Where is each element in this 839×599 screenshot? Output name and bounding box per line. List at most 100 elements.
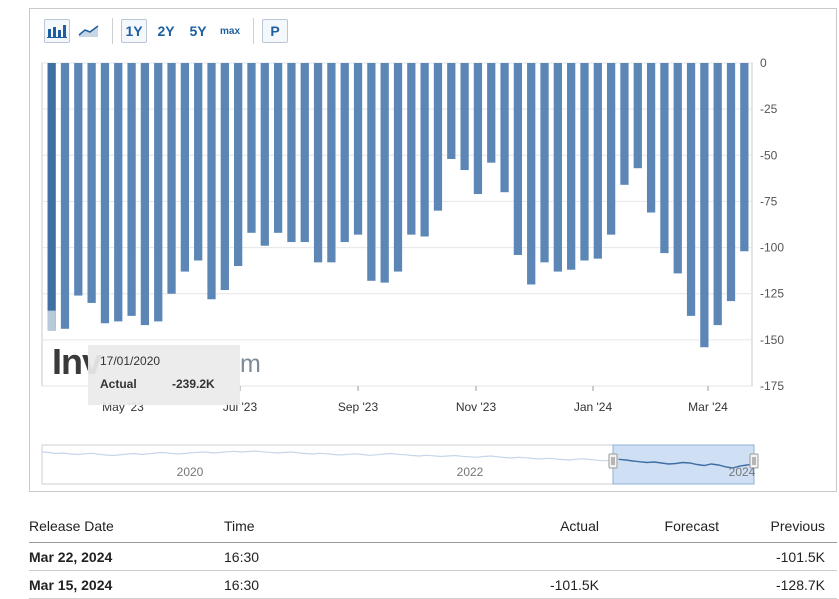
bar [87,63,96,303]
bar [167,63,176,294]
bar [127,63,136,316]
navigator-handle[interactable] [608,453,618,469]
y-tick-label: -150 [760,333,784,347]
navigator-series-selected [618,458,755,469]
bar [553,63,562,272]
navigator-selection[interactable] [612,444,755,485]
bar [60,63,70,329]
range-max-button[interactable]: max [219,25,240,37]
cell-release-date: Mar 15, 2024 [29,570,224,599]
bar [447,63,456,159]
bar [353,63,363,235]
bar [686,63,696,316]
bar-highlight [47,310,56,331]
watermark-logo-suffix: m [240,350,261,378]
bar [273,63,283,233]
bar [620,63,629,185]
bar-chart-button[interactable] [44,19,70,43]
navigator-label: 2024 [729,465,756,479]
bar [500,63,509,193]
cell-time: 16:30 [224,542,439,571]
y-tick-label: -25 [760,102,778,116]
bar [234,63,243,267]
bar [527,63,536,285]
y-tick-label: -175 [760,379,784,393]
navigator-handle[interactable] [749,453,759,469]
bar [513,63,523,255]
bar [487,63,496,163]
bar [47,63,56,331]
table-header-row: Release Date Time Actual Forecast Previo… [29,510,837,543]
bar [646,63,656,213]
bar [100,63,110,324]
bar [726,63,736,302]
navigator-label: 2022 [457,465,484,479]
bar [327,63,336,263]
range-2y-button[interactable]: 2Y [157,23,175,39]
cell-previous: -101.5K [719,542,837,571]
y-tick-label: -75 [760,194,778,208]
cell-previous: -128.7K [719,570,837,599]
x-tick-label: Mar '24 [688,400,728,414]
header-release-date[interactable]: Release Date [29,510,224,543]
bar [207,63,216,300]
y-tick-label: -125 [760,287,784,301]
bar [713,63,722,326]
line-chart-button[interactable] [76,19,102,43]
range-5y-button[interactable]: 5Y [189,23,207,39]
header-time[interactable]: Time [224,510,439,543]
bar [567,63,576,270]
bar-chart-icon [47,25,67,38]
cell-forecast [599,542,719,571]
bar [260,63,269,246]
bar [633,63,642,169]
bar [460,63,469,171]
bar [180,63,189,272]
header-forecast[interactable]: Forecast [599,510,719,543]
chart-tooltip: 17/01/2020 Actual -239.2K [88,345,240,405]
cell-release-date: Mar 22, 2024 [29,542,224,571]
header-previous[interactable]: Previous [719,510,837,543]
bar [114,63,123,322]
bar [287,63,296,243]
range-1y-button[interactable]: 1Y [121,19,147,43]
bar [74,63,83,296]
cell-time: 16:30 [224,570,439,599]
bar [340,63,349,243]
y-tick-label: -50 [760,148,778,162]
range-navigator[interactable]: 2020 2022 2024 [30,9,838,493]
release-table: Release Date Time Actual Forecast Previo… [29,510,837,599]
toolbar-divider [253,18,254,44]
bar [740,63,749,252]
line-chart-icon [78,25,99,37]
bar [700,63,709,348]
cell-actual [439,542,599,571]
bar [380,63,389,283]
bar [473,63,483,195]
bar [300,63,309,243]
bar [220,63,229,291]
period-button[interactable]: P [262,19,288,43]
tooltip-value: -239.2K [172,377,215,391]
chart-container: 1Y 2Y 5Y max P 0 -25 -50 -75 -100 -125 -150 -17… [29,8,837,492]
bar [607,63,616,235]
bar [673,63,682,274]
x-tick-label: Sep '23 [338,400,379,414]
bar [393,63,403,272]
bar [660,63,669,254]
bar [154,63,163,322]
chart-toolbar: 1Y 2Y 5Y max P [44,18,294,44]
header-actual[interactable]: Actual [439,510,599,543]
bar [407,63,416,235]
toolbar-divider [112,18,113,44]
bar [194,63,203,261]
x-tick-label: Jan '24 [574,400,613,414]
cell-actual: -101.5K [439,570,599,599]
table-row: Mar 15, 2024 16:30 -101.5K -128.7K [29,570,837,599]
navigator-label: 2020 [177,465,204,479]
bar [593,63,602,259]
x-tick-label: Nov '23 [456,400,497,414]
bar [313,63,323,263]
bar [247,63,256,233]
bar [367,63,376,281]
